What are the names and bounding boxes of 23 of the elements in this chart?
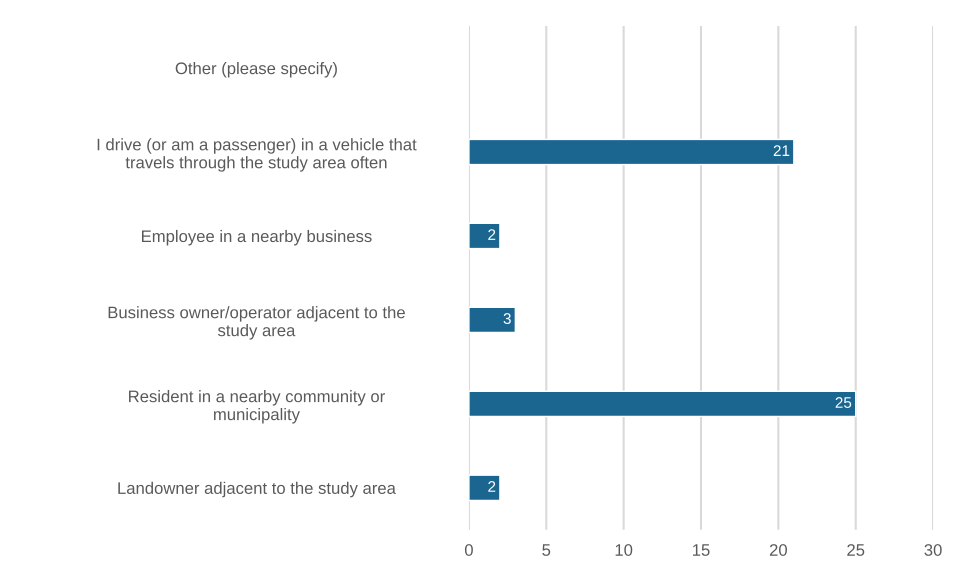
- y-tick-label: Business owner/operator adjacent to the study area: [108, 306, 405, 340]
- y-tick-label: Landowner adjacent to the study area: [118, 482, 396, 498]
- bar: [468, 474, 501, 502]
- x-tick-label: 15: [693, 544, 710, 556]
- x-tick-label: 30: [924, 544, 942, 556]
- x-tick-label: 20: [770, 544, 787, 556]
- y-tick-label: I drive (or am a passenger) in a vehicle that travels through the study area often: [98, 138, 417, 172]
- data-label: 3: [504, 313, 511, 324]
- data-label: 21: [774, 145, 790, 156]
- y-tick-label: Other (please specify): [176, 62, 337, 78]
- data-label: 2: [488, 481, 496, 492]
- x-tick-label: 10: [616, 544, 632, 556]
- bar: [468, 306, 516, 334]
- data-label: 25: [836, 397, 852, 408]
- bar: [468, 390, 856, 418]
- bar: [468, 222, 501, 250]
- x-tick-label: 25: [847, 544, 864, 556]
- data-label: 2: [488, 229, 496, 240]
- y-tick-label: Resident in a nearby community or municipality: [129, 390, 385, 424]
- x-tick-label: 0: [464, 544, 473, 556]
- bar: [468, 138, 795, 166]
- y-tick-label: Employee in a nearby business: [142, 230, 372, 246]
- x-tick-label: 5: [542, 544, 550, 556]
